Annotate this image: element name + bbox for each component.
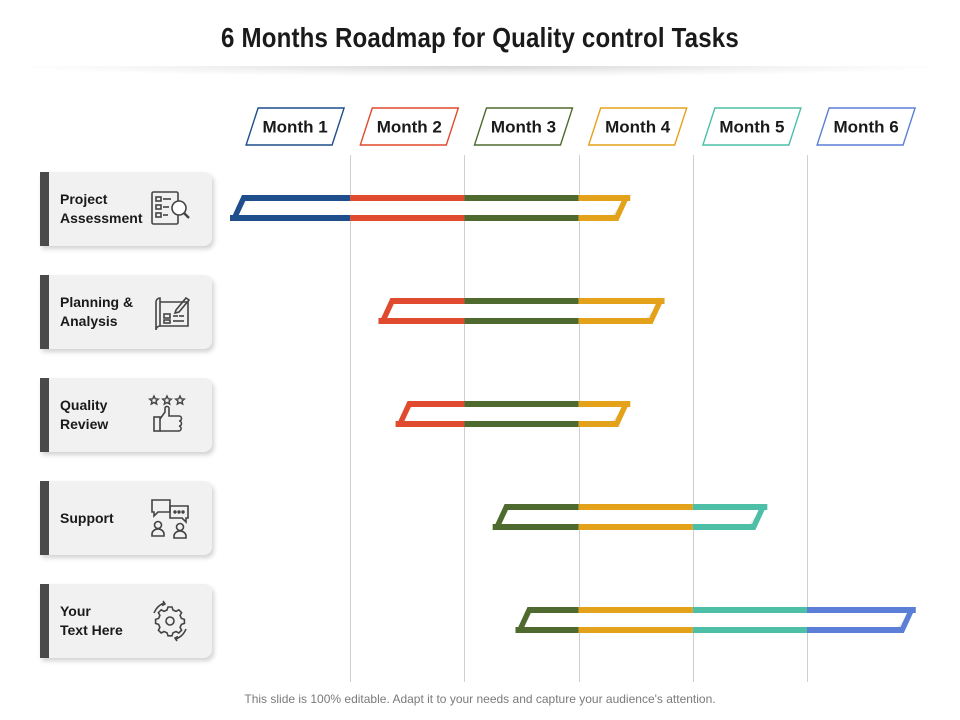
bar-segment-top (692, 504, 768, 510)
month-header-label: Month 6 (834, 118, 899, 137)
bar-segment-top (692, 607, 807, 613)
task-card-edge (40, 275, 49, 349)
task-bar-inner (401, 407, 625, 421)
title-divider-shadow (30, 66, 930, 76)
task-bar-inner (384, 304, 659, 318)
bar-segment-bottom (464, 215, 579, 221)
task-bar-inner (236, 201, 625, 215)
task-card-edge (40, 378, 49, 452)
chat-people-icon (151, 499, 189, 539)
task-label: Support (60, 509, 114, 526)
footer-note: This slide is 100% editable. Adapt it to… (244, 692, 716, 706)
bar-segment-top (527, 607, 579, 613)
task-label: Quality Review (60, 397, 109, 432)
bar-segment-bottom (515, 627, 579, 633)
bar-segment-bottom (578, 627, 693, 633)
bar-segment-top (464, 401, 579, 407)
month-header-label: Month 5 (719, 118, 784, 137)
bar-segment-top (578, 607, 693, 613)
month-headers: Month 1 Month 2 Month 3 Month 4 Month 5 Month… (245, 107, 917, 146)
bar-end-cap (646, 298, 665, 324)
task-bar (515, 607, 916, 633)
task-bar (230, 195, 631, 221)
task-bar (395, 401, 631, 427)
month-header-label: Month 3 (491, 118, 556, 137)
task-card-project-assessment: Project Assessment (40, 172, 212, 246)
bar-segment-top (350, 195, 465, 201)
month-header-box (701, 107, 802, 146)
task-card-quality-review: Quality Review (40, 378, 212, 452)
bar-segment-bottom (492, 524, 579, 530)
bar-segment-top (407, 401, 465, 407)
bar-segment-top (578, 195, 631, 201)
blueprint-pencil-icon (155, 296, 191, 331)
bar-segment-bottom (395, 421, 465, 427)
task-bar-inner (498, 510, 762, 524)
bar-segment-bottom (464, 421, 579, 427)
bar-start-cap (492, 504, 511, 530)
bar-segment-bottom (230, 215, 351, 221)
bar-segment-top (242, 195, 351, 201)
month-header-box (587, 107, 688, 146)
task-card-support: Support (40, 481, 212, 555)
bar-start-cap (230, 195, 248, 221)
bar-start-cap (395, 401, 414, 427)
bar-segment-top (578, 504, 693, 510)
bar-end-cap (612, 195, 631, 221)
task-label: Your Text Here (60, 603, 123, 638)
bar-segment-top (578, 401, 631, 407)
month-header-box (245, 107, 346, 146)
task-card-planning-analysis: Planning & Analysis (40, 275, 212, 349)
month-header-box (359, 107, 460, 146)
task-label: Project Assessment (60, 191, 143, 226)
task-card-edge (40, 584, 49, 658)
bar-segment-bottom (578, 318, 653, 324)
bar-segment-top (464, 195, 579, 201)
bar-segment-bottom (692, 627, 807, 633)
bar-end-cap (612, 401, 631, 427)
month-header-label: Month 1 (263, 118, 328, 137)
bar-end-cap (749, 504, 768, 530)
bar-segment-bottom (807, 627, 904, 633)
checklist-magnifier-icon (151, 191, 190, 225)
stars-thumbs-up-icon (148, 394, 186, 432)
bar-segment-top (390, 298, 465, 304)
bar-segment-bottom (578, 215, 619, 221)
bar-segment-bottom (692, 524, 756, 530)
bar-start-cap (378, 298, 397, 324)
bar-segment-bottom (578, 524, 693, 530)
task-card-your-text-here: Your Text Here (40, 584, 212, 658)
bar-segment-top (504, 504, 579, 510)
bar-segment-bottom (378, 318, 465, 324)
bar-segment-bottom (578, 421, 619, 427)
bar-end-cap (897, 607, 916, 633)
task-bar-inner (521, 613, 910, 627)
task-card-edge (40, 481, 49, 555)
task-bars (230, 195, 916, 633)
task-bar (492, 504, 768, 530)
gear-cycle-icon (153, 600, 187, 642)
task-bar (378, 298, 665, 324)
bar-segment-top (464, 298, 579, 304)
task-label: Planning & Analysis (60, 294, 134, 329)
bar-segment-top (807, 607, 916, 613)
month-header-label: Month 4 (605, 118, 671, 137)
bar-start-cap (515, 607, 534, 633)
bar-segment-bottom (350, 215, 465, 221)
slide-title: 6 Months Roadmap for Quality control Tas… (221, 22, 739, 53)
task-card-edge (40, 172, 49, 246)
bar-segment-top (578, 298, 665, 304)
month-header-box (473, 107, 574, 146)
bar-segment-bottom (464, 318, 579, 324)
month-header-label: Month 2 (377, 118, 442, 137)
month-header-box (816, 107, 917, 146)
